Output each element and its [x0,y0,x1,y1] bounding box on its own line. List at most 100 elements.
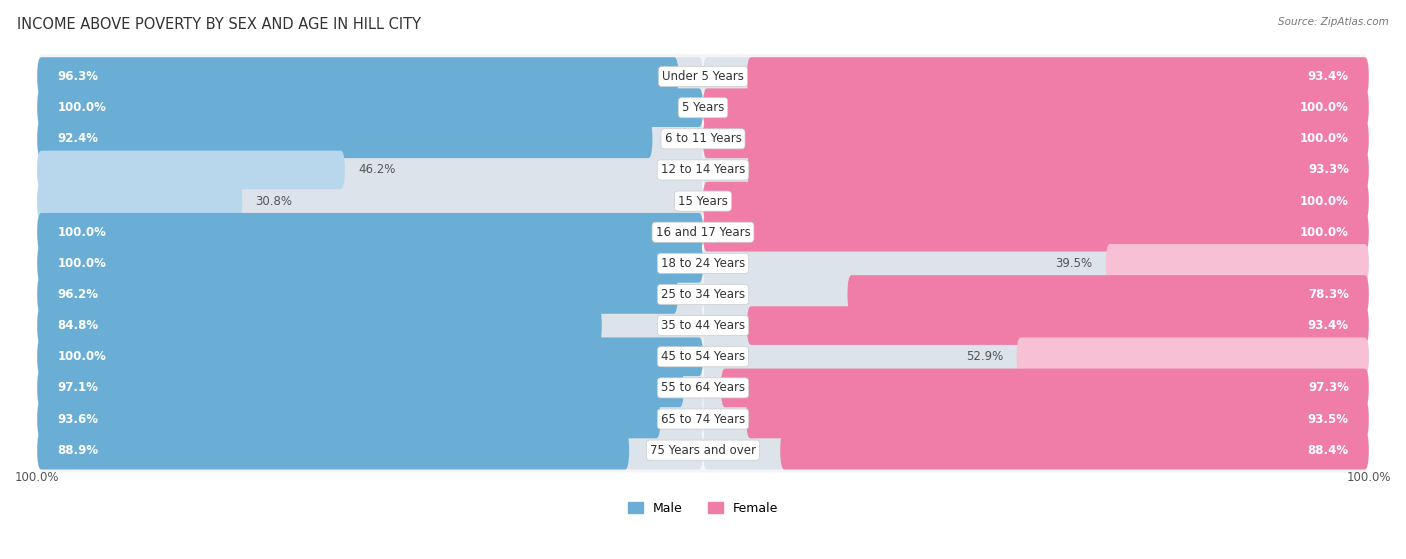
FancyBboxPatch shape [37,54,1369,99]
FancyBboxPatch shape [37,272,1369,317]
FancyBboxPatch shape [703,213,1369,252]
FancyBboxPatch shape [37,306,602,345]
FancyBboxPatch shape [703,431,1369,470]
FancyBboxPatch shape [703,120,1369,158]
Text: 88.4%: 88.4% [1308,444,1348,457]
Text: 100.0%: 100.0% [58,226,105,239]
Text: 93.3%: 93.3% [1308,163,1348,177]
FancyBboxPatch shape [37,368,703,407]
FancyBboxPatch shape [703,368,1369,407]
FancyBboxPatch shape [37,431,703,470]
FancyBboxPatch shape [37,338,703,376]
FancyBboxPatch shape [37,396,1369,442]
FancyBboxPatch shape [703,88,1369,127]
FancyBboxPatch shape [721,368,1369,407]
FancyBboxPatch shape [37,428,1369,472]
Text: 88.9%: 88.9% [58,444,98,457]
FancyBboxPatch shape [703,57,1369,96]
Text: 100.0%: 100.0% [15,471,59,484]
FancyBboxPatch shape [703,120,1369,158]
Text: 100.0%: 100.0% [1301,226,1348,239]
Text: 93.4%: 93.4% [1308,70,1348,83]
FancyBboxPatch shape [37,151,703,190]
Text: 55 to 64 Years: 55 to 64 Years [661,381,745,395]
FancyBboxPatch shape [703,244,1369,283]
Text: 78.3%: 78.3% [1308,288,1348,301]
Text: Under 5 Years: Under 5 Years [662,70,744,83]
Text: 30.8%: 30.8% [256,195,292,207]
FancyBboxPatch shape [37,120,703,158]
FancyBboxPatch shape [37,275,678,314]
FancyBboxPatch shape [37,241,1369,286]
Text: 6 to 11 Years: 6 to 11 Years [665,132,741,145]
Text: 100.0%: 100.0% [1347,471,1391,484]
FancyBboxPatch shape [703,338,1369,376]
FancyBboxPatch shape [37,57,703,96]
FancyBboxPatch shape [37,368,683,407]
Text: 97.1%: 97.1% [58,381,98,395]
Text: 39.5%: 39.5% [1056,257,1092,270]
FancyBboxPatch shape [748,151,1369,190]
Text: 46.2%: 46.2% [359,163,395,177]
FancyBboxPatch shape [1105,244,1369,283]
Text: 100.0%: 100.0% [1301,101,1348,114]
FancyBboxPatch shape [37,275,703,314]
Text: 92.4%: 92.4% [58,132,98,145]
FancyBboxPatch shape [703,182,1369,220]
FancyBboxPatch shape [703,151,1369,190]
Text: Source: ZipAtlas.com: Source: ZipAtlas.com [1278,17,1389,27]
Text: 84.8%: 84.8% [58,319,98,332]
FancyBboxPatch shape [37,116,1369,161]
FancyBboxPatch shape [37,431,628,470]
Text: 100.0%: 100.0% [58,350,105,363]
FancyBboxPatch shape [747,306,1369,345]
Text: 16 and 17 Years: 16 and 17 Years [655,226,751,239]
Text: 52.9%: 52.9% [966,350,1004,363]
FancyBboxPatch shape [37,244,703,283]
FancyBboxPatch shape [703,88,1369,127]
FancyBboxPatch shape [37,86,1369,130]
FancyBboxPatch shape [37,88,703,127]
Text: 15 Years: 15 Years [678,195,728,207]
FancyBboxPatch shape [703,306,1369,345]
FancyBboxPatch shape [37,334,1369,379]
Text: 93.4%: 93.4% [1308,319,1348,332]
Text: 12 to 14 Years: 12 to 14 Years [661,163,745,177]
FancyBboxPatch shape [37,148,1369,192]
Text: 25 to 34 Years: 25 to 34 Years [661,288,745,301]
FancyBboxPatch shape [37,151,344,190]
Text: 100.0%: 100.0% [1301,195,1348,207]
Text: 96.3%: 96.3% [58,70,98,83]
Text: 35 to 44 Years: 35 to 44 Years [661,319,745,332]
Text: 75 Years and over: 75 Years and over [650,444,756,457]
Text: 96.2%: 96.2% [58,288,98,301]
Text: 97.3%: 97.3% [1308,381,1348,395]
Text: INCOME ABOVE POVERTY BY SEX AND AGE IN HILL CITY: INCOME ABOVE POVERTY BY SEX AND AGE IN H… [17,17,420,32]
Text: 5 Years: 5 Years [682,101,724,114]
FancyBboxPatch shape [747,57,1369,96]
Text: 93.5%: 93.5% [1308,413,1348,425]
FancyBboxPatch shape [37,244,703,283]
FancyBboxPatch shape [37,179,1369,224]
FancyBboxPatch shape [703,400,1369,438]
FancyBboxPatch shape [37,366,1369,410]
Text: 100.0%: 100.0% [58,257,105,270]
Text: 100.0%: 100.0% [1301,132,1348,145]
FancyBboxPatch shape [37,213,703,252]
FancyBboxPatch shape [37,182,242,220]
Text: 93.6%: 93.6% [58,413,98,425]
FancyBboxPatch shape [37,210,1369,255]
FancyBboxPatch shape [747,400,1369,438]
FancyBboxPatch shape [37,57,678,96]
FancyBboxPatch shape [703,182,1369,220]
FancyBboxPatch shape [37,88,703,127]
FancyBboxPatch shape [37,182,703,220]
FancyBboxPatch shape [37,400,703,438]
FancyBboxPatch shape [37,213,703,252]
Text: 45 to 54 Years: 45 to 54 Years [661,350,745,363]
FancyBboxPatch shape [37,306,703,345]
FancyBboxPatch shape [1017,338,1369,376]
Text: 65 to 74 Years: 65 to 74 Years [661,413,745,425]
FancyBboxPatch shape [703,275,1369,314]
Legend: Male, Female: Male, Female [623,497,783,520]
